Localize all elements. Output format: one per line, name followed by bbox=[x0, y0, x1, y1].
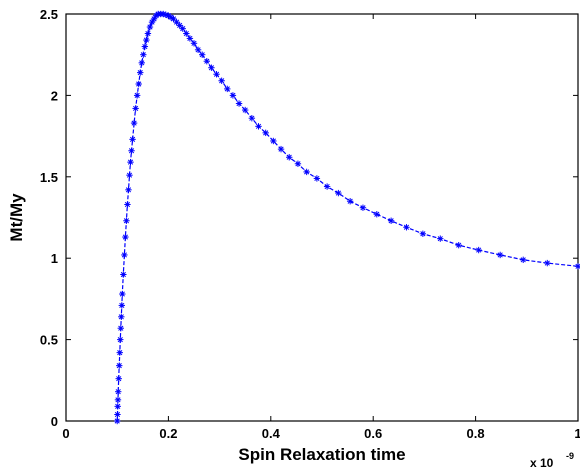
data-point bbox=[118, 313, 125, 321]
data-point bbox=[455, 241, 462, 249]
data-point bbox=[123, 217, 130, 224]
data-point bbox=[496, 251, 504, 259]
data-point bbox=[116, 362, 123, 369]
data-point bbox=[179, 25, 186, 32]
data-point bbox=[114, 417, 121, 425]
x-tick-label: 0.2 bbox=[159, 426, 177, 441]
x-tick-label: 0.8 bbox=[467, 426, 485, 441]
x-tick-label: 0.6 bbox=[364, 426, 382, 441]
data-point bbox=[218, 77, 225, 84]
x-tick-label: 0.4 bbox=[262, 426, 281, 441]
data-point bbox=[313, 175, 321, 182]
data-point bbox=[115, 388, 122, 395]
data-point bbox=[125, 186, 132, 194]
data-point bbox=[119, 290, 126, 298]
y-tick-label: 1.5 bbox=[40, 170, 58, 185]
axis-tick-labels: 0 0.2 0.4 0.6 0.8 1 0 0.5 1 1.5 2 2.5 bbox=[40, 7, 580, 441]
data-point bbox=[255, 123, 262, 130]
data-point bbox=[146, 23, 154, 31]
data-point bbox=[138, 59, 145, 67]
data-point bbox=[323, 183, 331, 190]
data-point bbox=[224, 85, 231, 93]
data-point bbox=[186, 35, 194, 42]
x-axis-multiplier-exponent: -9 bbox=[566, 451, 574, 461]
data-point bbox=[144, 30, 152, 37]
data-point bbox=[148, 18, 156, 26]
data-point bbox=[190, 40, 198, 47]
y-tick-label: 0.5 bbox=[40, 333, 58, 348]
data-point bbox=[248, 114, 256, 122]
data-point bbox=[194, 46, 202, 54]
data-point bbox=[520, 256, 527, 264]
data-point bbox=[114, 411, 121, 418]
data-point bbox=[213, 71, 220, 78]
data-point bbox=[419, 230, 427, 237]
data-point bbox=[183, 30, 190, 37]
plot-area bbox=[65, 13, 579, 422]
data-point bbox=[126, 171, 133, 179]
data-point bbox=[303, 168, 310, 176]
data-point bbox=[116, 349, 123, 356]
data-point bbox=[143, 36, 150, 44]
data-point bbox=[346, 198, 354, 205]
data-point bbox=[114, 403, 121, 410]
data-point bbox=[118, 302, 126, 309]
data-point bbox=[574, 263, 580, 270]
data-point bbox=[387, 217, 395, 224]
data-point bbox=[130, 119, 138, 127]
data-point bbox=[140, 51, 147, 58]
data-point bbox=[208, 64, 215, 71]
data-point bbox=[235, 100, 243, 107]
data-point bbox=[270, 137, 277, 145]
y-tick-label: 2 bbox=[51, 88, 58, 103]
y-tick-label: 0 bbox=[51, 414, 58, 429]
data-point bbox=[229, 92, 237, 99]
data-point bbox=[373, 211, 380, 218]
data-point bbox=[129, 136, 136, 143]
data-point bbox=[124, 201, 131, 208]
data-point bbox=[437, 235, 444, 242]
data-point bbox=[135, 80, 142, 88]
x-axis-multiplier: x 10 bbox=[530, 456, 554, 470]
data-point bbox=[128, 147, 135, 154]
data-point bbox=[127, 158, 134, 166]
data-point bbox=[115, 375, 122, 382]
axis-ticks bbox=[65, 13, 579, 422]
data-point bbox=[120, 271, 127, 278]
x-tick-label: 1 bbox=[574, 426, 580, 441]
data-point bbox=[133, 92, 141, 99]
series-markers bbox=[114, 10, 580, 425]
data-point bbox=[203, 58, 210, 65]
data-point bbox=[242, 106, 249, 114]
data-point bbox=[544, 259, 551, 267]
data-point bbox=[117, 336, 124, 343]
data-point bbox=[114, 396, 122, 404]
data-point bbox=[403, 224, 410, 231]
data-point bbox=[150, 15, 158, 23]
y-tick-label: 2.5 bbox=[40, 7, 58, 22]
data-point bbox=[137, 69, 144, 76]
data-point bbox=[277, 145, 285, 153]
y-tick-label: 1 bbox=[51, 251, 58, 266]
data-point bbox=[286, 154, 293, 161]
data-point bbox=[117, 325, 124, 332]
data-point bbox=[122, 233, 129, 241]
data-point bbox=[475, 246, 482, 254]
data-point bbox=[141, 43, 149, 50]
data-point bbox=[294, 160, 302, 167]
data-point bbox=[132, 105, 139, 112]
data-point bbox=[262, 129, 269, 137]
data-point bbox=[335, 189, 342, 197]
x-axis-label: Spin Relaxation time bbox=[238, 445, 405, 464]
data-point bbox=[121, 251, 128, 259]
data-point bbox=[198, 51, 206, 58]
y-axis-label: Mt/My bbox=[7, 193, 26, 242]
data-point bbox=[359, 204, 367, 211]
x-tick-label: 0 bbox=[62, 426, 69, 441]
